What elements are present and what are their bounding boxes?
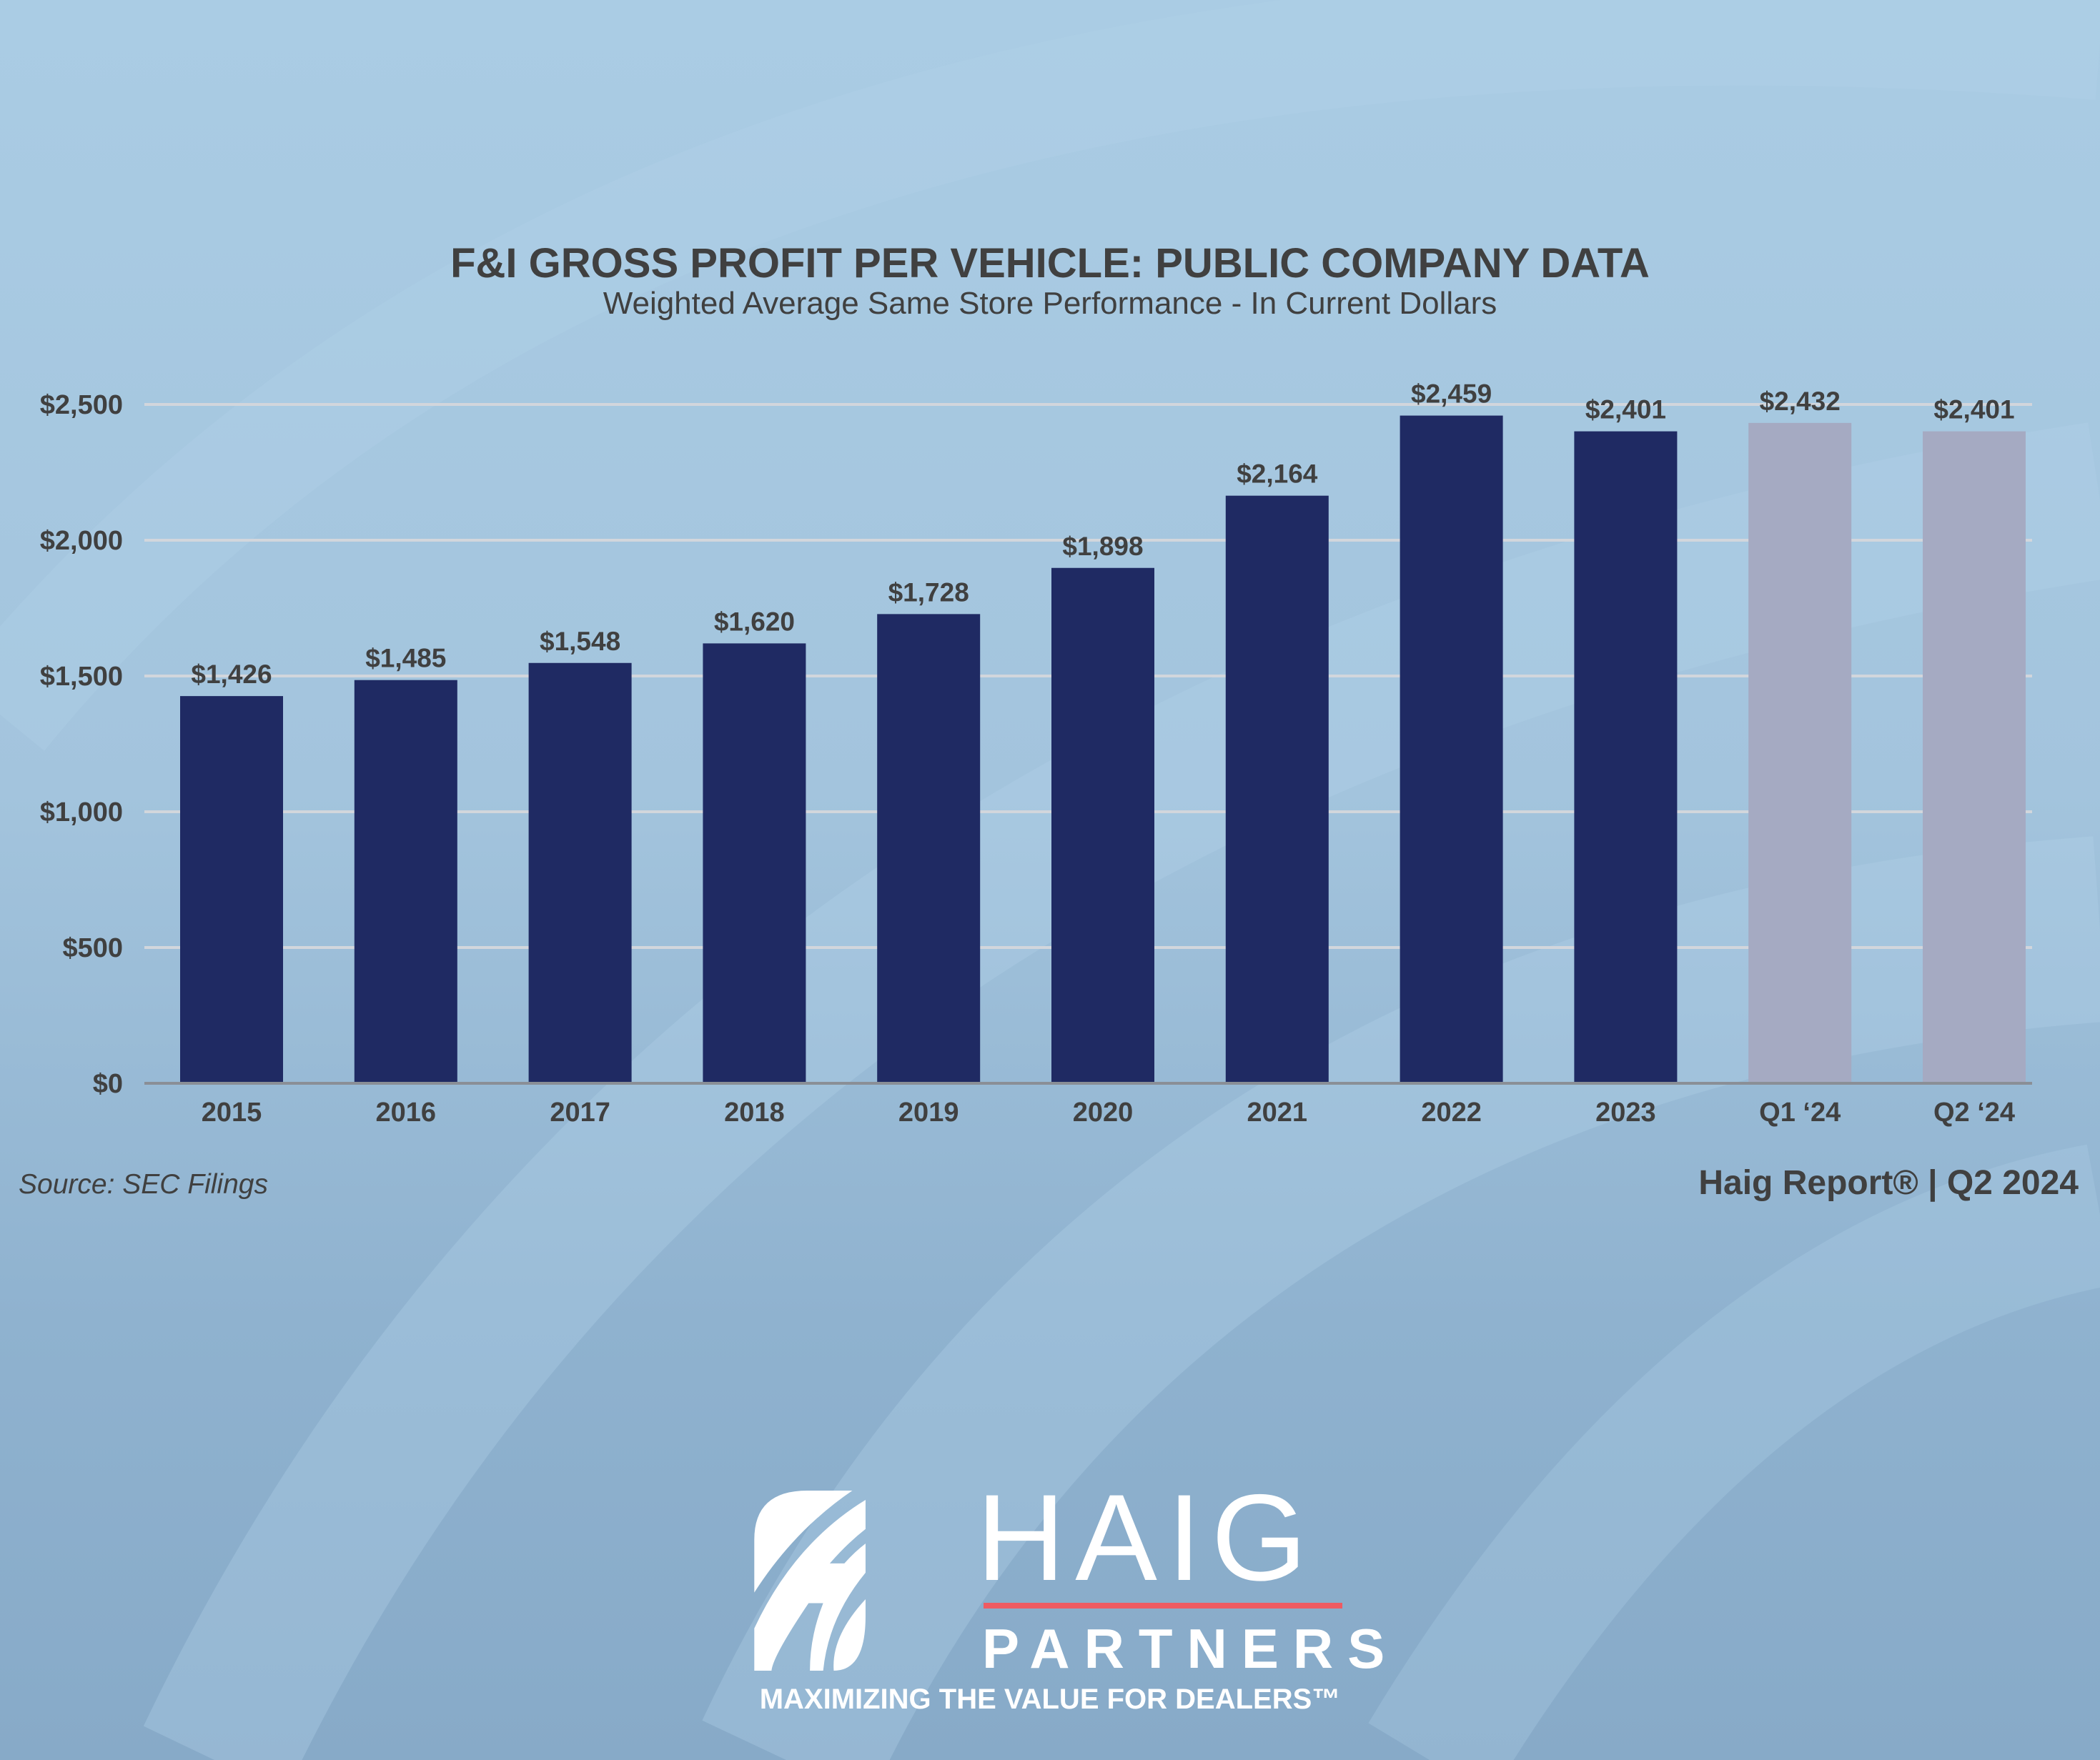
logo-accent-line (984, 1603, 1342, 1609)
data-label: $1,485 (365, 644, 446, 673)
x-tick-label: Q1 ‘24 (1759, 1098, 1841, 1128)
haig-logo-icon (754, 1491, 866, 1671)
data-label: $1,548 (540, 627, 620, 656)
x-tick-label: Q2 ‘24 (1933, 1098, 2015, 1128)
data-label: $2,401 (1585, 395, 1666, 424)
y-tick-label: $2,500 (40, 390, 123, 420)
bar (1400, 415, 1503, 1083)
chart-subtitle: Weighted Average Same Store Performance … (603, 286, 1497, 321)
data-label: $2,401 (1933, 395, 2014, 424)
x-tick-label: 2022 (1421, 1098, 1482, 1128)
data-label: $1,728 (888, 577, 969, 607)
y-tick-label: $0 (93, 1069, 123, 1099)
bar (1051, 567, 1154, 1083)
bar (1574, 431, 1678, 1083)
data-label: $1,898 (1062, 532, 1143, 561)
x-tick-label: 2017 (550, 1098, 610, 1128)
bar (354, 680, 457, 1083)
x-tick-label: 2020 (1073, 1098, 1134, 1128)
logo-partners: PARTNERS (982, 1617, 1400, 1680)
data-label: $2,164 (1237, 459, 1318, 489)
report-credit: Haig Report® | Q2 2024 (1698, 1164, 2079, 1202)
x-tick-label: 2023 (1595, 1098, 1656, 1128)
source-note: Source: SEC Filings (19, 1169, 268, 1200)
x-tick-label: 2019 (898, 1098, 959, 1128)
bar (1748, 422, 1852, 1083)
x-tick-label: 2016 (376, 1098, 437, 1128)
bar (877, 614, 981, 1083)
data-label: $2,432 (1760, 387, 1841, 416)
bar (1923, 431, 2026, 1083)
data-label: $1,426 (191, 660, 272, 689)
y-tick-label: $1,500 (40, 662, 123, 692)
x-tick-label: 2015 (202, 1098, 262, 1128)
logo-tagline: MAXIMIZING THE VALUE FOR DEALERS™ (759, 1684, 1341, 1715)
y-tick-label: $1,000 (40, 797, 123, 827)
bar (703, 643, 806, 1083)
chart-title: F&I GROSS PROFIT PER VEHICLE: PUBLIC COM… (450, 240, 1650, 287)
bar (528, 662, 632, 1083)
bar (180, 696, 283, 1083)
logo-wordmark: HAIG (976, 1469, 1317, 1606)
data-label: $1,620 (714, 607, 795, 636)
data-label: $2,459 (1411, 379, 1492, 409)
x-tick-label: 2021 (1247, 1098, 1308, 1128)
x-tick-label: 2018 (724, 1098, 785, 1128)
bar (1225, 495, 1329, 1083)
y-tick-label: $2,000 (40, 526, 123, 556)
y-tick-label: $500 (62, 933, 123, 963)
